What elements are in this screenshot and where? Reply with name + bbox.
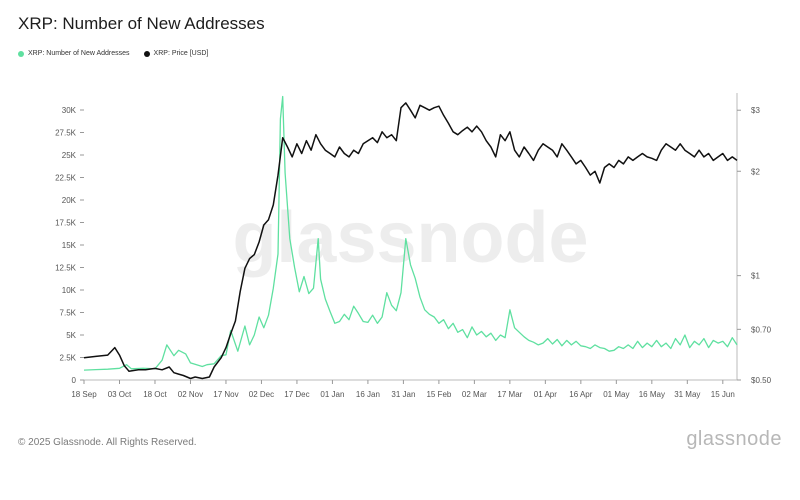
y-left-tick-label: 25K (62, 151, 77, 160)
y-left-tick-label: 27.5K (55, 129, 77, 138)
x-tick-label: 01 May (603, 390, 629, 399)
y-right-tick-label: $0.70 (751, 325, 772, 334)
x-tick-label: 17 Dec (284, 390, 309, 399)
glassnode-logo: glassnode (686, 428, 782, 450)
legend-item-price[interactable]: XRP: Price [USD] (143, 50, 209, 57)
chart-title: XRP: Number of New Addresses (18, 14, 265, 33)
y-right-tick-label: $0.50 (751, 376, 772, 385)
y-left-tick-label: 12.5K (55, 264, 77, 273)
x-tick-label: 18 Oct (143, 390, 167, 399)
x-tick-label: 03 Oct (108, 390, 132, 399)
legend-item-new-addresses[interactable]: XRP: Number of New Addresses (18, 50, 130, 57)
line-chart: glassnode02.5K5K7.5K10K12.5K15K17.5K20K2… (55, 93, 772, 399)
x-tick-label: 15 Feb (426, 390, 451, 399)
y-right-tick-label: $3 (751, 106, 760, 115)
y-right-tick-label: $1 (751, 272, 760, 281)
y-left-tick-label: 17.5K (55, 219, 77, 228)
x-tick-label: 02 Nov (178, 390, 203, 399)
y-left-tick-label: 30K (62, 106, 77, 115)
y-left-tick-label: 15K (62, 241, 77, 250)
legend-label-new-addresses: XRP: Number of New Addresses (28, 50, 130, 57)
x-tick-label: 31 May (674, 390, 700, 399)
copyright-footer: © 2025 Glassnode. All Rights Reserved. (18, 437, 197, 448)
x-tick-label: 31 Jan (391, 390, 415, 399)
x-tick-label: 01 Jan (320, 390, 344, 399)
legend-swatch-price (143, 50, 150, 57)
y-left-tick-label: 10K (62, 286, 77, 295)
legend-label-price: XRP: Price [USD] (153, 50, 209, 57)
x-tick-label: 17 Mar (497, 390, 522, 399)
y-left-tick-label: 2.5K (60, 354, 77, 363)
y-left-tick-label: 0 (72, 376, 77, 385)
price-series-line (83, 102, 738, 380)
x-tick-label: 16 Jan (356, 390, 380, 399)
x-tick-label: 15 Jun (711, 390, 735, 399)
y-left-tick-label: 20K (62, 196, 77, 205)
x-tick-label: 01 Apr (534, 390, 557, 399)
x-tick-label: 16 May (639, 390, 665, 399)
y-left-tick-label: 7.5K (60, 309, 77, 318)
new-addresses-series-line (83, 95, 738, 371)
legend-swatch-new-addresses (18, 50, 24, 57)
x-tick-label: 16 Apr (569, 390, 592, 399)
chart-legend: XRP: Number of New Addresses XRP: Price … (18, 50, 208, 57)
x-tick-label: 17 Nov (213, 390, 238, 399)
y-right-tick-label: $2 (751, 167, 760, 176)
y-left-tick-label: 5K (66, 331, 76, 340)
x-tick-label: 02 Dec (249, 390, 274, 399)
x-tick-label: 02 Mar (462, 390, 487, 399)
y-left-tick-label: 22.5K (55, 174, 77, 183)
x-tick-label: 18 Sep (71, 390, 97, 399)
